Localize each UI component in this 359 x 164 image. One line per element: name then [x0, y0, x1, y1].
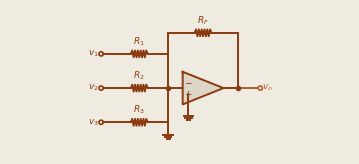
Text: $R_1$: $R_1$ — [134, 36, 145, 48]
Text: $v_1$: $v_1$ — [88, 49, 99, 59]
Text: $+$: $+$ — [184, 89, 193, 99]
Text: $v_3$: $v_3$ — [88, 117, 99, 128]
Text: $v_2$: $v_2$ — [88, 83, 99, 93]
Polygon shape — [183, 72, 223, 104]
Text: $R_2$: $R_2$ — [134, 70, 145, 82]
Text: $-$: $-$ — [184, 77, 193, 86]
Text: $v_o$: $v_o$ — [262, 83, 273, 93]
Text: $R_3$: $R_3$ — [134, 104, 145, 116]
Text: $R_F$: $R_F$ — [197, 15, 209, 27]
